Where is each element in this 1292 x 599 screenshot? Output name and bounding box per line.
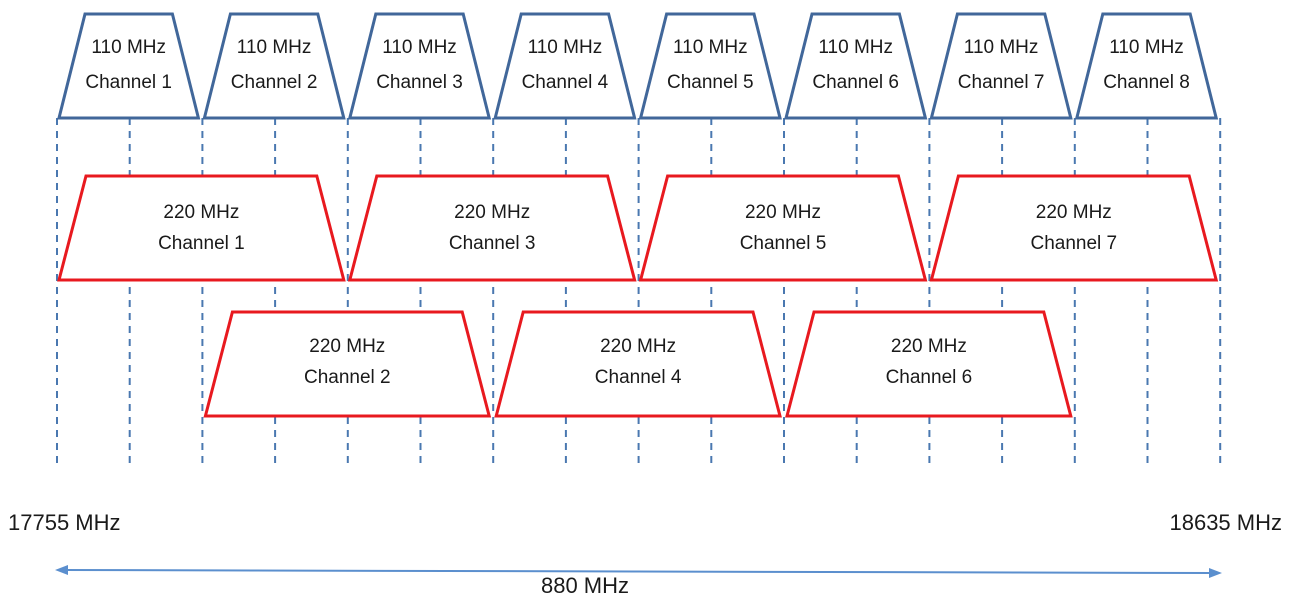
channel-name-label: Channel 6 xyxy=(812,72,899,93)
channel-bandwidth-label: 220 MHz xyxy=(309,336,385,357)
channel-trapezoid xyxy=(638,12,782,120)
channel-name-label: Channel 3 xyxy=(376,72,463,93)
channel-name-label: Channel 5 xyxy=(667,72,754,93)
band-start-label: 17755 MHz xyxy=(8,510,121,535)
narrow-channel-row: 110 MHz Channel 1 110 MHz Channel 2 110 MHz C… xyxy=(57,12,1219,120)
channel-trapezoid xyxy=(638,174,928,282)
channel-bandwidth-label: 110 MHz xyxy=(91,37,166,58)
channel-bandwidth-label: 220 MHz xyxy=(891,336,967,357)
wide-channel-row-2: 220 MHz Channel 2 220 MHz Channel 4 220 MHz C… xyxy=(203,310,1073,418)
channel-block: 220 MHz Channel 4 xyxy=(494,310,782,418)
channel-block: 110 MHz Channel 8 xyxy=(1074,12,1219,120)
wide-channel-row-1: 220 MHz Channel 1 220 MHz Channel 3 220 MHz C… xyxy=(57,174,1219,282)
channel-name-label: Channel 4 xyxy=(522,72,609,93)
channel-name-label: Channel 1 xyxy=(158,233,245,254)
channel-name-label: Channel 8 xyxy=(1103,72,1190,93)
channel-name-label: Channel 7 xyxy=(958,72,1045,93)
channel-name-label: Channel 3 xyxy=(449,233,536,254)
channel-block: 220 MHz Channel 3 xyxy=(347,174,637,282)
channel-bandwidth-label: 220 MHz xyxy=(1036,202,1112,223)
channel-bandwidth-label: 220 MHz xyxy=(600,336,676,357)
arrowhead-left-icon xyxy=(55,565,68,575)
channel-trapezoid xyxy=(347,12,492,120)
channel-trapezoid xyxy=(785,310,1073,418)
channel-block: 110 MHz Channel 3 xyxy=(347,12,492,120)
channel-name-label: Channel 2 xyxy=(231,72,318,93)
band-end-label: 18635 MHz xyxy=(1169,510,1282,535)
channel-name-label: Channel 5 xyxy=(740,233,827,254)
channel-trapezoid xyxy=(1074,12,1219,120)
channel-block: 110 MHz Channel 5 xyxy=(638,12,782,120)
channel-block: 220 MHz Channel 6 xyxy=(785,310,1073,418)
channel-trapezoid xyxy=(494,310,782,418)
channel-bandwidth-label: 220 MHz xyxy=(745,202,821,223)
channel-bandwidth-label: 110 MHz xyxy=(237,37,312,58)
channel-block: 110 MHz Channel 1 xyxy=(57,12,201,120)
channel-block: 220 MHz Channel 2 xyxy=(203,310,492,418)
channel-bandwidth-label: 110 MHz xyxy=(964,37,1039,58)
channel-bandwidth-label: 110 MHz xyxy=(528,37,603,58)
channel-block: 110 MHz Channel 2 xyxy=(202,12,346,120)
channel-bandwidth-label: 220 MHz xyxy=(163,202,239,223)
channel-bandwidth-label: 220 MHz xyxy=(454,202,530,223)
channel-trapezoid xyxy=(784,12,928,120)
channel-trapezoid xyxy=(202,12,346,120)
span-arrow xyxy=(55,565,1222,578)
span-label: 880 MHz xyxy=(541,573,629,598)
channel-name-label: Channel 7 xyxy=(1030,233,1117,254)
arrowhead-right-icon xyxy=(1209,568,1222,578)
channel-block: 220 MHz Channel 5 xyxy=(638,174,928,282)
channel-block: 220 MHz Channel 1 xyxy=(57,174,346,282)
channel-name-label: Channel 6 xyxy=(886,367,973,388)
channel-trapezoid xyxy=(929,174,1219,282)
channel-bandwidth-label: 110 MHz xyxy=(818,37,893,58)
channel-block: 110 MHz Channel 6 xyxy=(784,12,928,120)
channel-trapezoid xyxy=(203,310,492,418)
channel-trapezoid xyxy=(493,12,637,120)
channel-trapezoid xyxy=(57,12,201,120)
channel-bandwidth-label: 110 MHz xyxy=(1109,37,1184,58)
channel-block: 220 MHz Channel 7 xyxy=(929,174,1219,282)
channel-block: 110 MHz Channel 7 xyxy=(929,12,1073,120)
channel-name-label: Channel 1 xyxy=(85,72,172,93)
channel-name-label: Channel 2 xyxy=(304,367,391,388)
channel-trapezoid xyxy=(57,174,346,282)
channel-trapezoid xyxy=(929,12,1073,120)
channel-trapezoid xyxy=(347,174,637,282)
channel-bandwidth-label: 110 MHz xyxy=(382,37,457,58)
channel-block: 110 MHz Channel 4 xyxy=(493,12,637,120)
channel-bandwidth-label: 110 MHz xyxy=(673,37,748,58)
channel-name-label: Channel 4 xyxy=(595,367,682,388)
